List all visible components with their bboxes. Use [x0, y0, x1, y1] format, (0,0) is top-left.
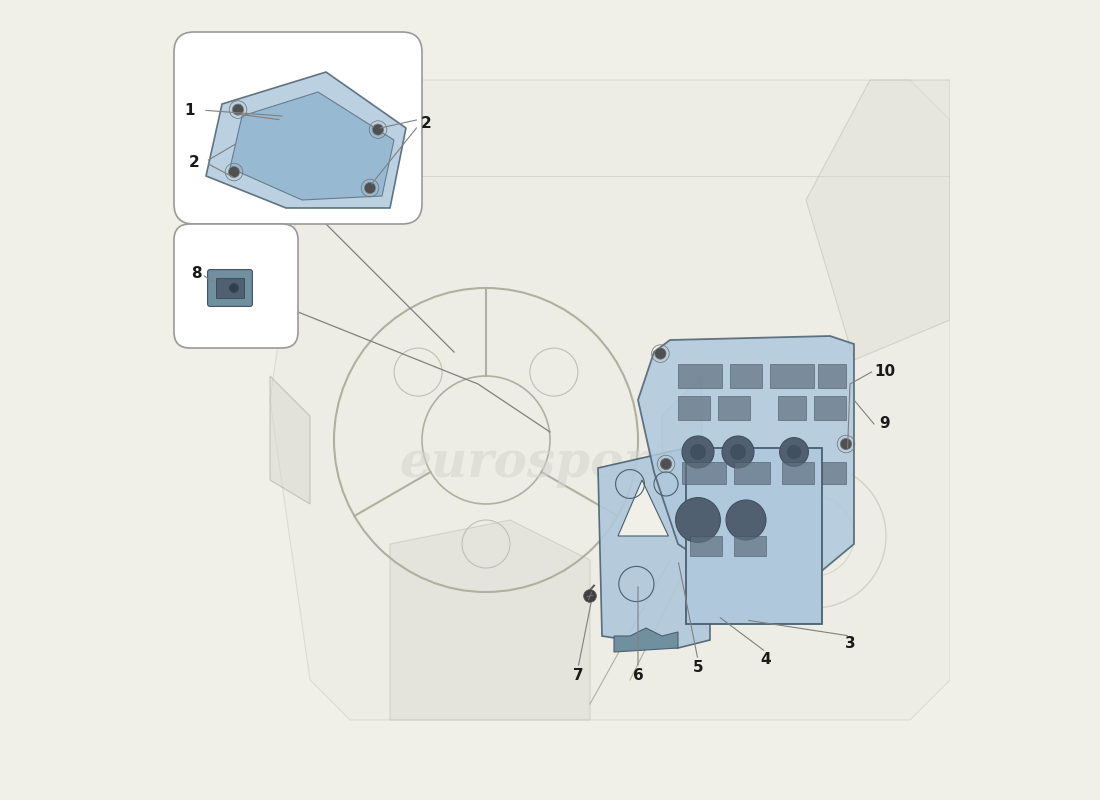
Polygon shape [598, 448, 710, 648]
Polygon shape [206, 72, 406, 208]
Bar [216, 278, 244, 298]
Bar [690, 536, 722, 556]
FancyBboxPatch shape [174, 32, 422, 224]
Text: 3: 3 [845, 637, 856, 651]
Text: 9: 9 [879, 417, 890, 431]
Bar [782, 462, 814, 484]
Polygon shape [614, 628, 678, 652]
Circle shape [786, 445, 801, 459]
Text: 1: 1 [185, 103, 196, 118]
Bar [678, 396, 710, 420]
Text: 8: 8 [191, 266, 201, 281]
Circle shape [780, 438, 808, 466]
Polygon shape [638, 336, 854, 584]
Circle shape [840, 438, 851, 450]
Polygon shape [270, 80, 950, 720]
Bar [778, 396, 806, 420]
Bar [822, 462, 846, 484]
FancyBboxPatch shape [208, 270, 252, 306]
Bar [814, 396, 846, 420]
Circle shape [364, 182, 375, 194]
Polygon shape [662, 376, 702, 504]
FancyBboxPatch shape [174, 224, 298, 348]
Circle shape [229, 283, 239, 293]
Polygon shape [618, 480, 669, 536]
FancyBboxPatch shape [686, 448, 822, 624]
Bar [818, 364, 846, 388]
Circle shape [730, 444, 746, 460]
Circle shape [675, 498, 720, 542]
Text: 10: 10 [873, 365, 895, 379]
Bar [734, 462, 770, 484]
Circle shape [682, 436, 714, 468]
Polygon shape [390, 520, 590, 720]
Polygon shape [270, 376, 310, 504]
Bar [682, 462, 726, 484]
Text: 4: 4 [761, 653, 771, 667]
Circle shape [584, 590, 596, 602]
Circle shape [690, 444, 706, 460]
Circle shape [373, 124, 384, 135]
Text: eurosports: eurosports [399, 439, 701, 489]
Bar [678, 364, 722, 388]
Circle shape [726, 500, 766, 540]
Bar [730, 364, 762, 388]
Text: 7: 7 [573, 669, 583, 683]
Polygon shape [230, 92, 394, 200]
Text: 5: 5 [693, 661, 703, 675]
Text: 2: 2 [420, 117, 431, 131]
Circle shape [654, 348, 666, 359]
Circle shape [722, 436, 754, 468]
Bar [734, 536, 766, 556]
Circle shape [232, 104, 243, 115]
Circle shape [660, 458, 672, 470]
Circle shape [229, 166, 240, 178]
Text: 2: 2 [188, 155, 199, 170]
Bar [770, 364, 814, 388]
Bar [718, 396, 750, 420]
Text: 6: 6 [632, 669, 644, 683]
Polygon shape [806, 80, 950, 360]
